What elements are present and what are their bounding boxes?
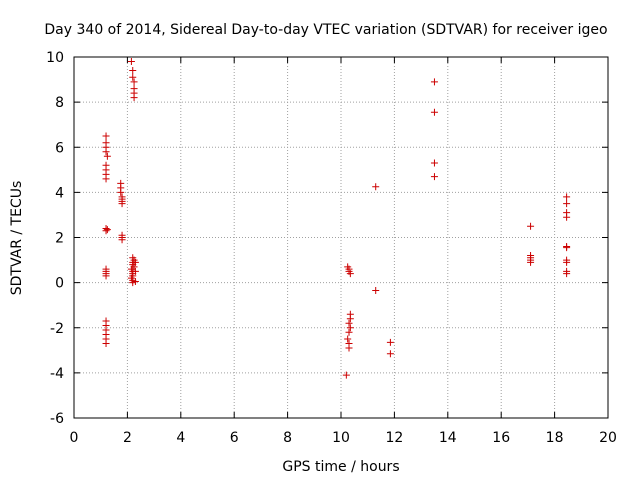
y-tick-label: 0 [55,276,64,292]
y-tick-label: 10 [46,50,64,66]
x-tick-label: 8 [283,430,292,446]
data-point [345,319,353,327]
data-point [346,315,354,323]
y-tick-label: 4 [55,185,64,201]
x-axis-label: GPS time / hours [282,459,399,475]
data-point [131,258,139,266]
x-tick-label: 10 [332,430,350,446]
x-tick-label: 16 [492,430,510,446]
data-point [118,200,126,208]
data-point [344,335,352,343]
x-tick-label: 12 [385,430,403,446]
data-point [563,193,571,201]
x-tick-label: 2 [123,430,132,446]
data-point [102,175,110,183]
y-tick-label: -6 [50,411,64,427]
data-point [342,371,350,379]
data-point [130,78,138,86]
chart-title: Day 340 of 2014, Sidereal Day-to-day VTE… [44,22,607,38]
data-point [103,226,111,234]
axis-ticks: 0 2 4 6 8 10 12 14 16 18 20 -6 -4 -2 0 2 4 6 8 10 [46,50,617,446]
data-point [102,272,110,280]
y-axis-label: SDTVAR / TECUs [9,181,25,296]
data-point [102,132,110,140]
data-point [346,270,354,278]
data-point [130,94,138,102]
x-tick-label: 20 [599,430,617,446]
data-point [102,148,110,156]
grid-lines [74,57,608,418]
data-point [430,159,438,167]
x-tick-label: 14 [439,430,457,446]
data-point [563,213,571,221]
data-point [563,200,571,208]
data-point [372,183,380,191]
data-point [563,258,571,266]
data-point [127,58,135,66]
data-point [129,73,137,81]
data-point [118,236,126,244]
data-point [117,188,125,196]
data-point [102,340,110,348]
data-point [386,350,394,358]
x-tick-label: 6 [230,430,239,446]
data-point [131,277,139,285]
data-point [131,267,139,275]
data-point [527,258,535,266]
data-point [527,222,535,230]
data-points [102,58,571,379]
y-tick-label: -4 [50,366,64,382]
x-tick-label: 4 [176,430,185,446]
data-point [129,67,137,75]
data-point [102,227,110,235]
data-point [103,152,111,160]
data-point [346,324,354,332]
data-point [386,338,394,346]
y-tick-label: 2 [55,231,64,247]
data-point [345,328,353,336]
x-tick-label: 18 [546,430,564,446]
y-tick-label: 8 [55,95,64,111]
data-point [430,173,438,181]
data-point [430,78,438,86]
data-point [345,344,353,352]
data-point [430,108,438,116]
data-point [563,244,571,252]
y-tick-label: -2 [50,321,64,337]
y-tick-label: 6 [55,140,64,156]
data-point [563,270,571,278]
x-tick-label: 0 [70,430,79,446]
data-point [372,287,380,295]
